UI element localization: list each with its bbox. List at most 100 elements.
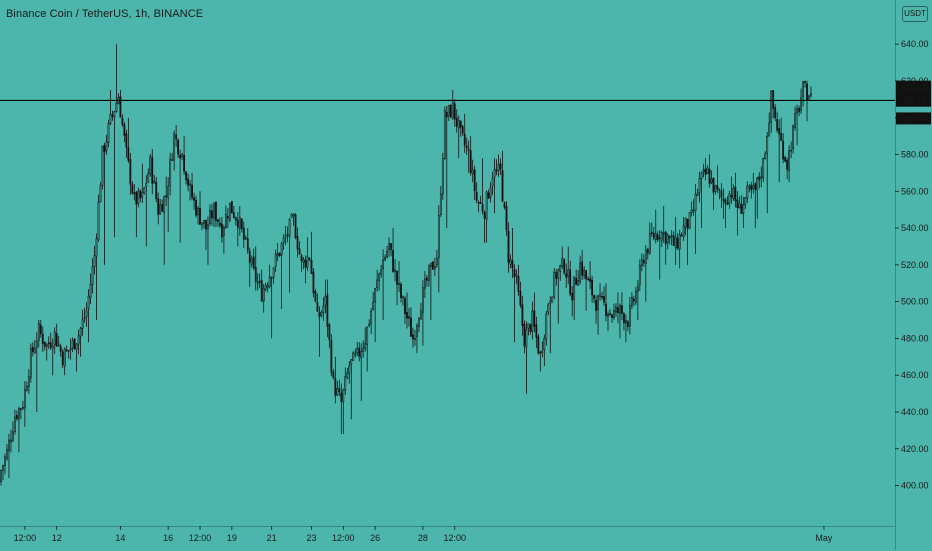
candle-body <box>690 210 693 213</box>
candle-body <box>404 298 406 314</box>
candle-body <box>555 272 558 280</box>
candle-body <box>676 238 679 249</box>
candle-body <box>630 297 633 306</box>
candle-body <box>623 313 625 324</box>
candle-body <box>21 407 24 409</box>
candle-body <box>93 255 96 268</box>
candle-body <box>282 237 285 243</box>
candle-body <box>203 219 205 224</box>
candle-body <box>288 218 291 237</box>
candle-body <box>272 267 275 278</box>
candle-body <box>804 80 806 83</box>
candle-body <box>85 310 88 318</box>
candle-body <box>350 359 353 365</box>
candle-body <box>563 259 566 274</box>
candle-body <box>39 324 42 335</box>
candle-body <box>125 133 128 148</box>
candle-body <box>469 150 472 173</box>
candle-body <box>55 333 58 347</box>
candle-body <box>63 348 66 367</box>
candle-body <box>163 196 166 214</box>
candle-body <box>101 145 104 186</box>
candle-body <box>83 317 86 319</box>
candle-body <box>306 256 309 268</box>
candle-body <box>770 91 773 123</box>
candle-body <box>435 258 438 266</box>
candle-body <box>81 319 84 329</box>
currency-unit-badge[interactable]: USDT <box>902 6 928 22</box>
candle-body <box>310 259 313 274</box>
candle-body <box>752 185 755 189</box>
candle-body <box>268 276 271 287</box>
candle-body <box>601 296 603 298</box>
candle-body <box>308 258 311 260</box>
candle-body <box>732 187 735 199</box>
candle-body <box>234 217 237 221</box>
candle-body <box>51 345 54 349</box>
candle-body <box>762 158 765 178</box>
candle-body <box>696 192 699 196</box>
candle-body <box>599 294 601 297</box>
candle-body <box>539 351 542 354</box>
price-axis[interactable] <box>895 0 932 550</box>
candle-body <box>352 352 355 361</box>
candle-body <box>215 201 217 221</box>
candle-body <box>794 113 796 128</box>
candle-body <box>700 172 703 180</box>
candle-body <box>694 194 697 212</box>
candle-body <box>392 250 394 272</box>
candle-body <box>334 378 337 396</box>
candle-body <box>427 264 430 281</box>
candle-body <box>495 169 498 172</box>
candle-body <box>648 233 651 254</box>
candle-body <box>266 284 269 288</box>
candle-body <box>157 198 160 215</box>
candle-body <box>195 199 197 216</box>
candle-body <box>342 389 345 402</box>
candle-body <box>35 341 38 348</box>
candle-body <box>644 250 647 264</box>
candle-body <box>179 154 182 159</box>
candle-body <box>346 372 349 378</box>
candle-body <box>798 107 800 112</box>
candle-body <box>569 269 572 295</box>
candle-body <box>280 243 283 256</box>
candle-body <box>776 118 779 131</box>
price-tick-label: 520.00 <box>901 260 929 270</box>
candle-body <box>642 259 645 264</box>
candle-body <box>499 163 502 170</box>
candle-body <box>523 324 526 347</box>
candle-body <box>581 261 584 276</box>
candle-body <box>425 277 428 281</box>
candle-body <box>628 305 631 327</box>
candle-body <box>497 164 500 172</box>
candle-body <box>760 176 763 179</box>
candle-body <box>91 266 94 286</box>
candle-body <box>217 219 219 223</box>
candle-body <box>384 256 387 261</box>
candle-body <box>585 270 588 280</box>
candle-body <box>240 218 243 230</box>
candle-body <box>668 236 671 238</box>
candle-body <box>169 158 172 186</box>
candle-body <box>806 83 808 101</box>
candle-body <box>222 227 225 236</box>
time-axis[interactable] <box>0 526 895 551</box>
candle-body <box>219 222 221 226</box>
time-ticks: 12:00 12 14 16 12:00 19 21 23 12:00 26 28 12:00 May <box>14 526 833 543</box>
candle-body <box>314 291 317 302</box>
candle-body <box>147 173 150 183</box>
candle-body <box>133 192 136 194</box>
candle-body <box>185 171 187 181</box>
candle-body <box>175 134 178 140</box>
candle-body <box>61 351 64 366</box>
candle-body <box>290 214 293 218</box>
price-tick-label: 440.00 <box>901 407 929 417</box>
candle-body <box>535 324 538 338</box>
candle-body <box>658 237 661 240</box>
candle-body <box>424 278 426 289</box>
candle-body <box>260 280 263 302</box>
candle-body <box>734 186 737 202</box>
